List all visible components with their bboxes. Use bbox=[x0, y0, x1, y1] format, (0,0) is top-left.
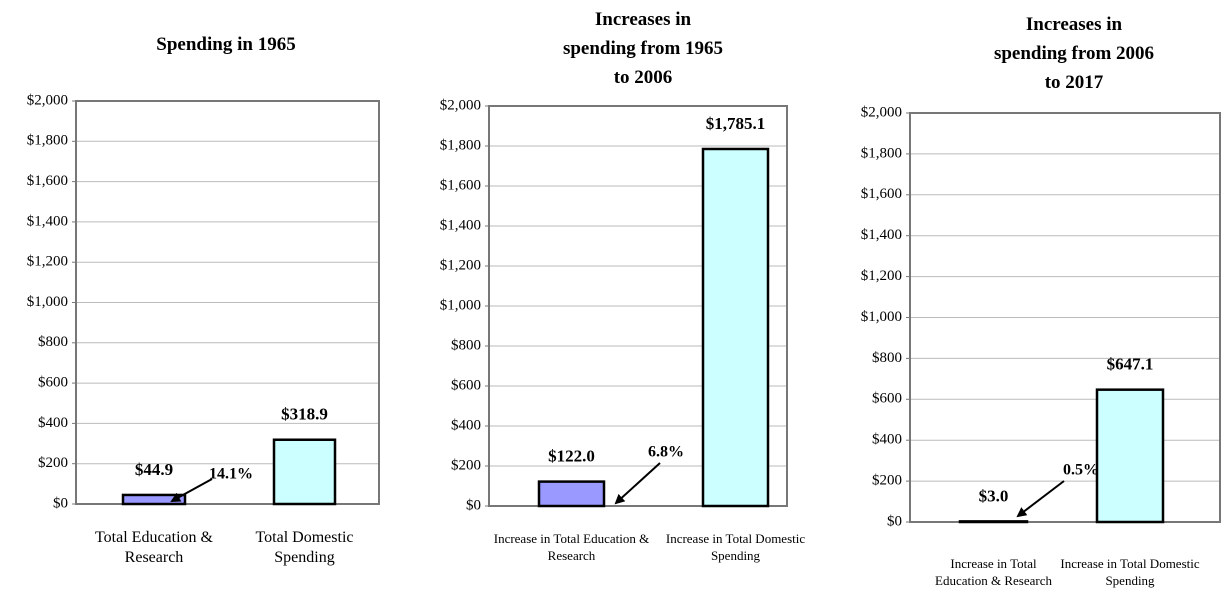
y-tick-label: $2,000 bbox=[440, 97, 481, 113]
bar bbox=[701, 147, 770, 508]
y-tick-label: $400 bbox=[451, 417, 481, 433]
y-tick-label: $1,400 bbox=[861, 227, 902, 243]
y-tick-label: $1,800 bbox=[861, 145, 902, 161]
annotation: 14.1% bbox=[209, 466, 253, 483]
bar bbox=[537, 480, 606, 508]
x-tick-label: Increase in Total Education & Research bbox=[935, 556, 1052, 588]
y-tick-label: $800 bbox=[451, 337, 481, 353]
chart-title: Spending in 1965 bbox=[156, 34, 296, 55]
y-tick-label: $1,000 bbox=[27, 294, 68, 310]
plot-border bbox=[488, 105, 788, 507]
bar bbox=[272, 438, 337, 506]
y-tick-label: $1,200 bbox=[440, 257, 481, 273]
value-label: $318.9 bbox=[281, 405, 328, 424]
y-tick-label: $600 bbox=[451, 377, 481, 393]
chart-title: Increases in spending from 1965 to 2006 bbox=[562, 9, 724, 88]
y-tick-label: $1,600 bbox=[861, 186, 902, 202]
y-tick-label: $800 bbox=[38, 334, 68, 350]
y-tick-label: $1,600 bbox=[27, 173, 68, 189]
plot-border bbox=[909, 112, 1221, 523]
x-tick-label: Increase in Total Domestic Spending bbox=[1060, 556, 1200, 588]
y-tick-label: $1,200 bbox=[861, 268, 902, 284]
y-tick-label: $1,600 bbox=[440, 177, 481, 193]
value-label: $1,785.1 bbox=[706, 114, 766, 133]
x-tick-label: Increase in Total Domestic Spending bbox=[665, 531, 806, 563]
y-tick-label: $1,800 bbox=[440, 137, 481, 153]
y-tick-label: $1,800 bbox=[27, 133, 68, 149]
y-tick-label: $1,400 bbox=[27, 213, 68, 229]
chart-title: Increases in spending from 2006 to 2017 bbox=[993, 14, 1155, 93]
y-tick-label: $200 bbox=[38, 455, 68, 471]
y-tick-label: $200 bbox=[451, 457, 481, 473]
annotation: 6.8% bbox=[648, 444, 684, 461]
y-tick-label: $1,200 bbox=[27, 254, 68, 270]
y-tick-label: $1,000 bbox=[861, 309, 902, 325]
plot-border bbox=[75, 100, 380, 505]
annotation-arrow bbox=[170, 478, 213, 502]
y-tick-label: $0 bbox=[466, 497, 481, 513]
bar bbox=[1095, 388, 1165, 524]
y-tick-label: $1,400 bbox=[440, 217, 481, 233]
y-tick-label: $600 bbox=[872, 391, 902, 407]
bar bbox=[121, 493, 187, 506]
value-label: $647.1 bbox=[1107, 355, 1154, 374]
y-tick-label: $0 bbox=[887, 513, 902, 529]
x-tick-label: Total Education & Research bbox=[95, 529, 213, 566]
value-label: $44.9 bbox=[135, 460, 173, 479]
y-tick-label: $600 bbox=[38, 375, 68, 391]
annotation-arrow bbox=[1016, 480, 1065, 518]
value-label: $3.0 bbox=[979, 486, 1009, 505]
y-tick-label: $200 bbox=[872, 473, 902, 489]
y-tick-label: $800 bbox=[872, 350, 902, 366]
y-tick-label: $400 bbox=[38, 415, 68, 431]
value-label: $122.0 bbox=[548, 447, 595, 466]
x-tick-label: Increase in Total Education & Research bbox=[493, 531, 650, 563]
y-tick-label: $400 bbox=[872, 432, 902, 448]
bar bbox=[958, 520, 1029, 524]
annotation: 0.5% bbox=[1063, 462, 1099, 479]
y-tick-label: $2,000 bbox=[861, 104, 902, 120]
x-tick-label: Total Domestic Spending bbox=[255, 529, 354, 566]
y-tick-label: $0 bbox=[53, 495, 68, 511]
annotation-arrow bbox=[614, 462, 661, 505]
y-tick-label: $1,000 bbox=[440, 297, 481, 313]
y-tick-label: $2,000 bbox=[27, 92, 68, 108]
